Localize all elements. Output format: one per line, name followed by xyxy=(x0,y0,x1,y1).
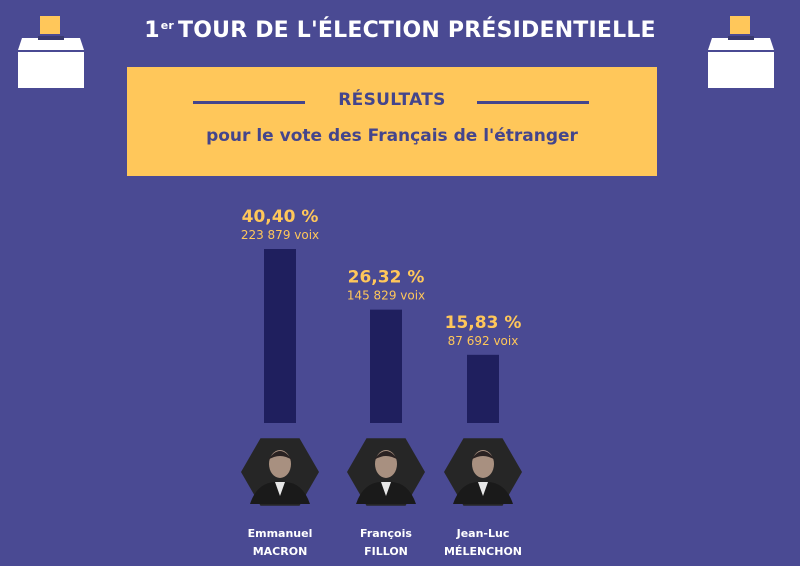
results-banner: RÉSULTATS pour le vote des Français de l… xyxy=(127,67,657,176)
portrait-hair-3 xyxy=(471,451,495,460)
title-text: TOUR DE L'ÉLECTION PRÉSIDENTIELLE xyxy=(178,18,656,43)
ballot-box-icon-left xyxy=(12,14,90,90)
page-title: 1er TOUR DE L'ÉLECTION PRÉSIDENTIELLE xyxy=(0,18,800,43)
portrait-head-1 xyxy=(269,450,291,478)
bar-2 xyxy=(370,309,402,423)
bar-value-label-2: 26,32 % xyxy=(348,268,425,288)
candidate-last-name-1: MACRON xyxy=(253,545,308,558)
bar-votes-label-1: 223 879 voix xyxy=(241,228,319,242)
candidate-first-name-3: Jean-Luc xyxy=(456,527,510,540)
bar-value-label-1: 40,40 % xyxy=(242,207,319,227)
candidate-last-name-2: FILLON xyxy=(364,545,408,558)
portrait-hair-2 xyxy=(374,451,398,460)
banner-rule-left xyxy=(193,101,305,104)
candidate-first-name-2: François xyxy=(360,527,412,540)
bar-votes-label-3: 87 692 voix xyxy=(448,334,519,348)
bar-votes-label-2: 145 829 voix xyxy=(347,289,425,303)
bar-value-label-3: 15,83 % xyxy=(445,313,522,333)
bar-1 xyxy=(264,249,296,423)
candidate-portrait-1 xyxy=(241,438,319,506)
ballot-box-icon-right xyxy=(702,14,780,90)
bar-3 xyxy=(467,354,499,423)
candidate-portrait-3 xyxy=(444,438,522,506)
candidate-first-name-1: Emmanuel xyxy=(248,527,313,540)
candidate-last-name-3: MÉLENCHON xyxy=(444,545,522,558)
portrait-shirt-1 xyxy=(275,482,285,496)
portrait-shirt-3 xyxy=(478,482,488,496)
banner-heading: RÉSULTATS xyxy=(338,90,446,110)
portrait-head-2 xyxy=(375,450,397,478)
title-ordinal: 1 xyxy=(144,18,160,43)
banner-rule-right xyxy=(477,101,589,104)
candidate-portrait-2 xyxy=(347,438,425,506)
portrait-hair-1 xyxy=(268,451,292,460)
portrait-head-3 xyxy=(472,450,494,478)
title-ordinal-suffix: er xyxy=(160,18,175,32)
banner-subheading: pour le vote des Français de l'étranger xyxy=(206,126,578,146)
portrait-shirt-2 xyxy=(381,482,391,496)
